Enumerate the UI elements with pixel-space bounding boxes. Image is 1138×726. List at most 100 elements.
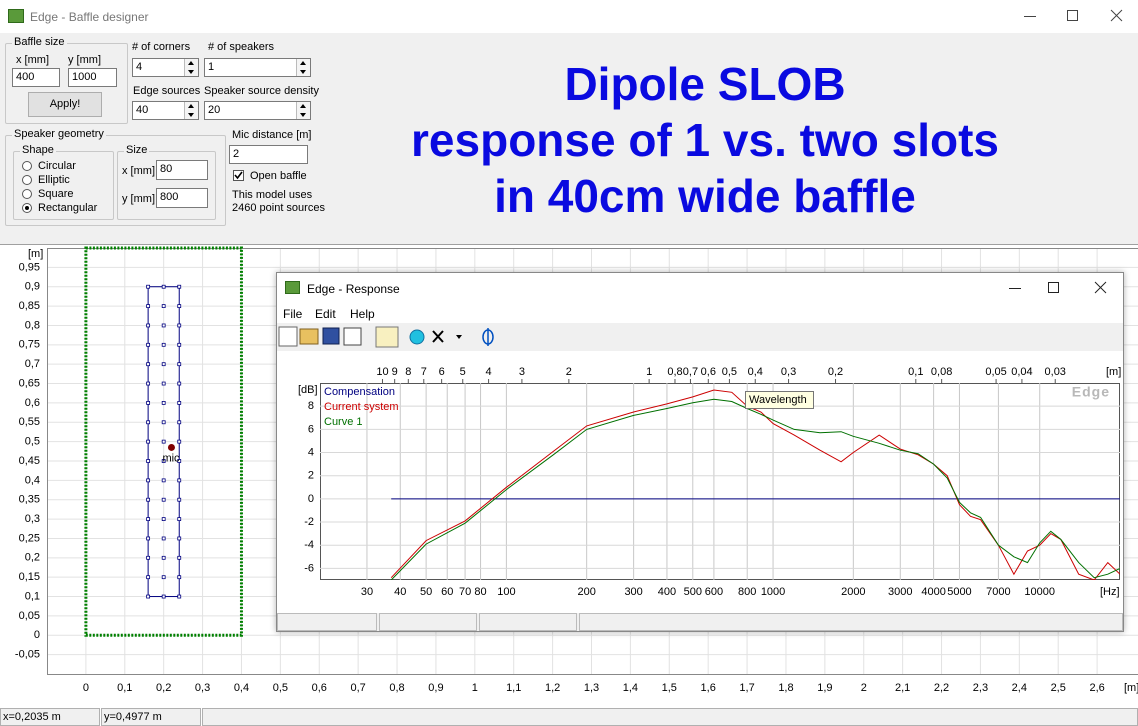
text-input[interactable]: 800 [156, 188, 208, 208]
menu-item[interactable]: File [283, 307, 303, 321]
point-source [146, 342, 151, 347]
radio-button[interactable] [22, 161, 32, 171]
menu-item[interactable]: Help [350, 307, 375, 321]
check-mark [234, 171, 243, 180]
x2-tick-label: 0,7 [683, 366, 698, 378]
maximize[interactable] [1048, 282, 1059, 293]
tooltip-box [745, 391, 814, 409]
group-caption: Speaker geometry [12, 128, 106, 140]
x-tick-label: 2,4 [1012, 682, 1027, 694]
point-source [146, 323, 151, 328]
radio-label: Rectangular [38, 202, 98, 214]
x-tick-label: 1,5 [662, 682, 677, 694]
response-window: Edge - Response File Edit Help 30 40 50 60 70 8… [276, 272, 1124, 632]
menu-item[interactable]: Edit [315, 307, 336, 321]
point-source [146, 594, 151, 599]
x-tick-label: 2 [861, 682, 867, 694]
x2-tick-label: 0,1 [908, 366, 923, 378]
y-tick-label: 0,6 [25, 397, 40, 409]
radio-button[interactable] [22, 175, 32, 185]
open-button[interactable] [299, 328, 319, 345]
x-tick-label: 1,9 [817, 682, 832, 694]
x-tick-label: 4000 [921, 586, 945, 598]
x2-tick-label: 9 [392, 366, 398, 378]
x-tick-label: 1,1 [506, 682, 521, 694]
x2-tick-label: 7 [421, 366, 427, 378]
draw-button[interactable] [375, 326, 399, 348]
point-source [177, 555, 182, 560]
x2-tick-label: 1 [646, 366, 652, 378]
point-source [146, 381, 151, 386]
point-source [161, 555, 166, 560]
point-source [177, 459, 182, 463]
shape-group: Shape [13, 144, 114, 220]
close[interactable] [1094, 281, 1107, 294]
checkbox[interactable] [233, 170, 244, 181]
dropdown[interactable] [456, 335, 462, 339]
window-title: Edge - Response [307, 282, 400, 296]
controls-panel: Baffle size x [mm] y [mm] 400 1000 Apply… [0, 33, 1138, 244]
group-caption: Shape [20, 144, 56, 156]
point-source [161, 284, 166, 289]
save-button[interactable] [322, 327, 340, 345]
new-button[interactable] [278, 326, 298, 347]
y-tick-label: 6 [308, 423, 314, 435]
x-tick-label: 1,6 [701, 682, 716, 694]
maximize[interactable] [1067, 10, 1078, 21]
spin-input[interactable]: 1 [204, 58, 311, 77]
point-source [161, 439, 166, 444]
status-cell [277, 613, 377, 631]
y-tick-label: 0,85 [19, 300, 40, 312]
text-input[interactable]: 80 [156, 160, 208, 180]
label: # of speakers [208, 41, 275, 53]
x-tick-label: 2,2 [934, 682, 949, 694]
y-tick-label: -2 [304, 516, 314, 528]
sound-button[interactable] [409, 329, 425, 345]
point-source [177, 517, 182, 521]
window-buttons[interactable] [997, 273, 1124, 304]
window-buttons[interactable] [1010, 0, 1138, 33]
point-source [177, 284, 182, 289]
note: 2460 point sources [232, 202, 325, 214]
annotation: Dipole SLOB [564, 58, 846, 110]
point-source [161, 342, 166, 347]
spin-input[interactable]: 4 [132, 58, 199, 77]
x-tick-label: 200 [577, 586, 595, 598]
y-tick-label: 0,45 [19, 455, 40, 467]
y-tick-label: 0,8 [25, 319, 40, 331]
x-tick-label: 100 [497, 586, 515, 598]
delete-button[interactable] [432, 330, 444, 343]
x-tick-label: 400 [658, 586, 676, 598]
y-tick-label: 0,7 [25, 358, 40, 370]
x-tick-label: 7000 [986, 586, 1010, 598]
window-title: Edge - Baffle designer [30, 10, 149, 24]
point-source [146, 362, 151, 367]
y-tick-label: -6 [304, 562, 314, 574]
x2-tick-label: 8 [405, 366, 411, 378]
apply-button[interactable]: Apply! [28, 92, 102, 117]
text-input[interactable]: 1000 [68, 68, 117, 87]
point-source [177, 420, 182, 425]
tooltip: Wavelength [749, 394, 807, 406]
label: Speaker source density [204, 85, 319, 97]
legend-entry: Curve 1 [324, 416, 363, 428]
y-tick-label: 0,15 [19, 571, 40, 583]
y-tick-label: 0,5 [25, 436, 40, 448]
x2-tick-label: 3 [519, 366, 525, 378]
copy-button[interactable] [343, 327, 362, 346]
y-tick-label: 0,75 [19, 339, 40, 351]
x-tick-label: 0,5 [273, 682, 288, 694]
status-y: y=0,4977 m [101, 708, 201, 726]
label: x [mm] [16, 54, 49, 66]
radio-button[interactable] [22, 203, 32, 213]
spin-input[interactable]: 40 [132, 101, 199, 120]
spin-input[interactable]: 20 [204, 101, 311, 120]
text-input[interactable]: 2 [229, 145, 308, 164]
x2-tick-label: 2 [566, 366, 572, 378]
radio-button[interactable] [22, 189, 32, 199]
x2-tick-label: 4 [486, 366, 492, 378]
text-input[interactable]: 400 [12, 68, 60, 87]
close[interactable] [1110, 9, 1123, 22]
x2-tick-label: 0,8 [667, 366, 682, 378]
